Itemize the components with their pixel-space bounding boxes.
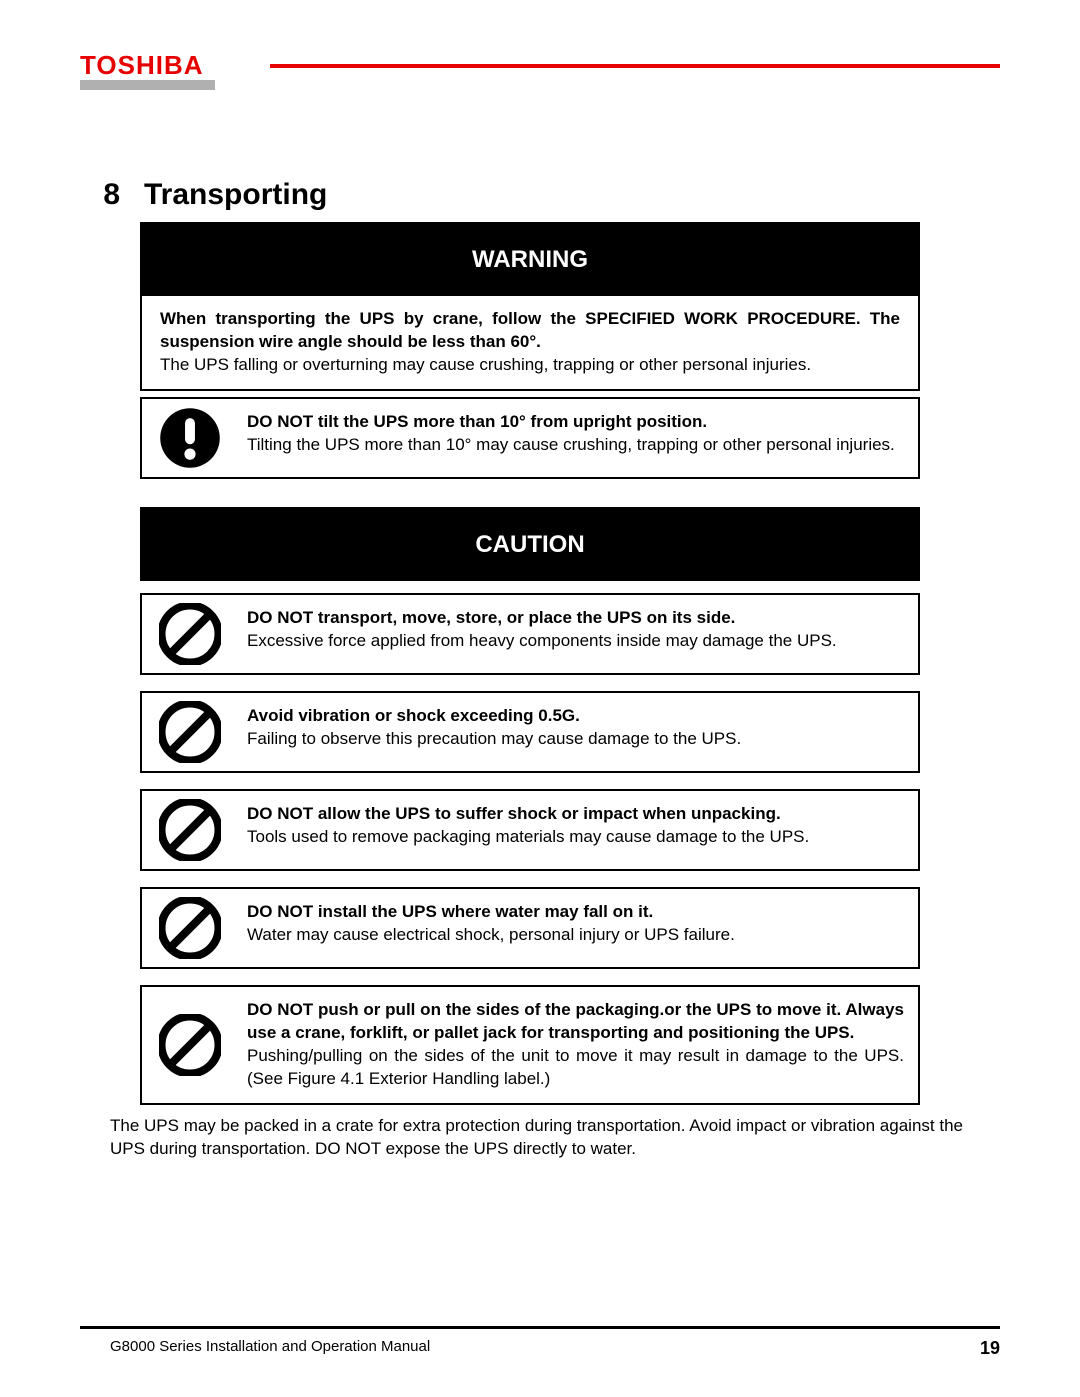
warning-cell-2-bold: DO NOT tilt the UPS more than 10° from u… (247, 412, 707, 431)
footer-page-number: 19 (980, 1338, 1000, 1359)
warning-banner: WARNING (140, 222, 920, 296)
exclamation-icon (142, 399, 237, 477)
caution-banner: CAUTION (140, 507, 920, 581)
caution-cell-2: DO NOT allow the UPS to suffer shock or … (140, 789, 920, 871)
caution-cell-1-body: Failing to observe this precaution may c… (247, 729, 741, 748)
caution-cell-3: DO NOT install the UPS where water may f… (140, 887, 920, 969)
caution-cell-1-text: Avoid vibration or shock exceeding 0.5G.… (237, 693, 918, 771)
prohibit-icon (142, 693, 237, 771)
caution-cell-4: DO NOT push or pull on the sides of the … (140, 985, 920, 1105)
content-area: WARNING When transporting the UPS by cra… (140, 222, 920, 1105)
warning-cell-2: DO NOT tilt the UPS more than 10° from u… (140, 397, 920, 479)
page: TOSHIBA 8 Transporting WARNING When tran… (0, 0, 1080, 1397)
caution-cell-3-text: DO NOT install the UPS where water may f… (237, 889, 918, 967)
prohibit-icon (142, 791, 237, 869)
caution-cell-1: Avoid vibration or shock exceeding 0.5G.… (140, 691, 920, 773)
warning-cell-1: When transporting the UPS by crane, foll… (140, 296, 920, 391)
warning-cell-1-body: The UPS falling or overturning may cause… (160, 355, 811, 374)
caution-cell-0-bold: DO NOT transport, move, store, or place … (247, 608, 735, 627)
page-header: TOSHIBA (80, 50, 1000, 98)
section-title: Transporting (144, 178, 327, 212)
warning-cell-2-text: DO NOT tilt the UPS more than 10° from u… (237, 399, 918, 477)
header-red-line (270, 64, 1000, 68)
caution-cell-3-body: Water may cause electrical shock, person… (247, 925, 735, 944)
caution-cell-4-text: DO NOT push or pull on the sides of the … (237, 987, 918, 1103)
warning-cell-1-text: When transporting the UPS by crane, foll… (142, 296, 918, 389)
header-gray-bar (80, 80, 215, 90)
caution-cell-2-bold: DO NOT allow the UPS to suffer shock or … (247, 804, 781, 823)
footer-manual-title: G8000 Series Installation and Operation … (110, 1338, 430, 1359)
caution-cell-1-bold: Avoid vibration or shock exceeding 0.5G. (247, 706, 580, 725)
prohibit-icon (142, 987, 237, 1103)
caution-cell-2-text: DO NOT allow the UPS to suffer shock or … (237, 791, 918, 869)
caution-cell-4-body: Pushing/pulling on the sides of the unit… (247, 1046, 904, 1088)
caution-cell-0: DO NOT transport, move, store, or place … (140, 593, 920, 675)
warning-cell-1-bold: When transporting the UPS by crane, foll… (160, 309, 900, 351)
warning-cell-2-body: Tilting the UPS more than 10° may cause … (247, 435, 895, 454)
prohibit-icon (142, 889, 237, 967)
footer-rule (80, 1326, 1000, 1329)
section-heading: 8 Transporting (80, 178, 1000, 212)
section-number: 8 (80, 178, 120, 212)
caution-cell-2-body: Tools used to remove packaging materials… (247, 827, 809, 846)
caution-cell-0-body: Excessive force applied from heavy compo… (247, 631, 837, 650)
caution-cell-4-bold: DO NOT push or pull on the sides of the … (247, 1000, 904, 1042)
prohibit-icon (142, 595, 237, 673)
caution-cell-3-bold: DO NOT install the UPS where water may f… (247, 902, 653, 921)
caution-cell-0-text: DO NOT transport, move, store, or place … (237, 595, 918, 673)
body-paragraph: The UPS may be packed in a crate for ext… (110, 1115, 990, 1161)
page-footer: G8000 Series Installation and Operation … (110, 1338, 1000, 1359)
